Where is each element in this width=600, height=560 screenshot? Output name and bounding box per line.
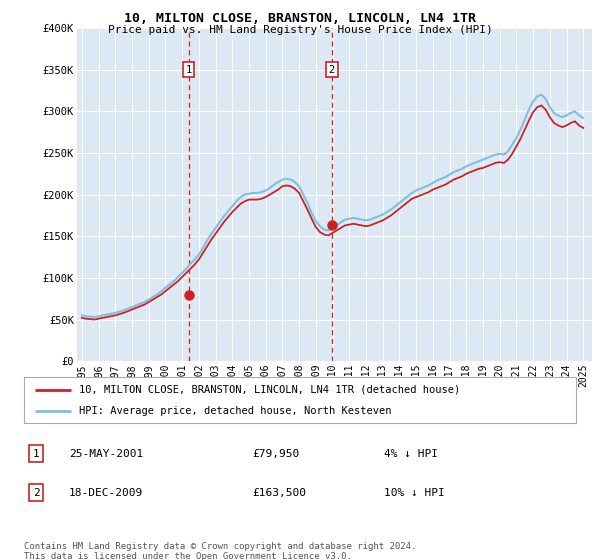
Text: 4% ↓ HPI: 4% ↓ HPI [384, 449, 438, 459]
Text: 25-MAY-2001: 25-MAY-2001 [69, 449, 143, 459]
Text: 1: 1 [185, 64, 192, 74]
Text: 18-DEC-2009: 18-DEC-2009 [69, 488, 143, 498]
Text: 10, MILTON CLOSE, BRANSTON, LINCOLN, LN4 1TR: 10, MILTON CLOSE, BRANSTON, LINCOLN, LN4… [124, 12, 476, 25]
Text: HPI: Average price, detached house, North Kesteven: HPI: Average price, detached house, Nort… [79, 407, 392, 416]
Text: Contains HM Land Registry data © Crown copyright and database right 2024.
This d: Contains HM Land Registry data © Crown c… [24, 542, 416, 560]
Text: 10% ↓ HPI: 10% ↓ HPI [384, 488, 445, 498]
Text: £79,950: £79,950 [252, 449, 299, 459]
Text: 1: 1 [32, 449, 40, 459]
Text: 2: 2 [329, 64, 335, 74]
Text: 2: 2 [32, 488, 40, 498]
Text: Price paid vs. HM Land Registry's House Price Index (HPI): Price paid vs. HM Land Registry's House … [107, 25, 493, 35]
Text: 10, MILTON CLOSE, BRANSTON, LINCOLN, LN4 1TR (detached house): 10, MILTON CLOSE, BRANSTON, LINCOLN, LN4… [79, 385, 460, 395]
Text: £163,500: £163,500 [252, 488, 306, 498]
